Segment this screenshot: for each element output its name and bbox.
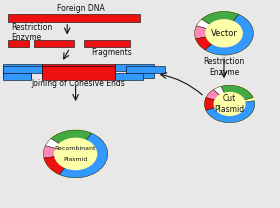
Wedge shape xyxy=(196,37,212,50)
Bar xyxy=(3,71,31,78)
Circle shape xyxy=(206,20,242,47)
Circle shape xyxy=(195,11,253,55)
Wedge shape xyxy=(206,101,255,123)
Wedge shape xyxy=(195,26,207,39)
Text: Joining of Cohesive Ends: Joining of Cohesive Ends xyxy=(32,79,125,88)
Bar xyxy=(3,73,31,80)
Circle shape xyxy=(43,130,108,178)
Wedge shape xyxy=(205,14,253,55)
Text: Cut
Plasmid: Cut Plasmid xyxy=(214,94,245,114)
Bar xyxy=(115,64,154,71)
Text: Restriction
Enzyme: Restriction Enzyme xyxy=(203,57,245,77)
Text: Fragments: Fragments xyxy=(91,48,132,57)
Wedge shape xyxy=(51,130,92,144)
Bar xyxy=(42,64,115,78)
Bar xyxy=(3,66,42,73)
Text: Recombinant: Recombinant xyxy=(55,146,96,151)
Bar xyxy=(84,40,130,47)
Circle shape xyxy=(55,138,97,170)
Wedge shape xyxy=(206,90,220,100)
Text: Vector: Vector xyxy=(211,29,237,38)
Wedge shape xyxy=(202,11,239,25)
Circle shape xyxy=(214,93,245,115)
Bar xyxy=(126,71,154,78)
Wedge shape xyxy=(213,86,224,95)
Bar xyxy=(3,64,42,71)
Wedge shape xyxy=(45,139,60,149)
Circle shape xyxy=(204,85,255,123)
Bar xyxy=(8,14,140,22)
Bar xyxy=(8,40,29,47)
Bar xyxy=(42,66,115,80)
Wedge shape xyxy=(59,133,108,178)
Text: Foreign DNA: Foreign DNA xyxy=(57,4,105,13)
Wedge shape xyxy=(204,98,215,110)
Bar xyxy=(34,40,74,47)
Bar xyxy=(126,66,165,73)
Text: Restriction
Enzyme: Restriction Enzyme xyxy=(11,23,52,42)
Text: Plasmid: Plasmid xyxy=(63,157,88,162)
Wedge shape xyxy=(196,19,210,29)
Wedge shape xyxy=(43,146,56,158)
Wedge shape xyxy=(221,85,253,100)
Bar xyxy=(115,73,143,80)
Wedge shape xyxy=(44,157,65,175)
